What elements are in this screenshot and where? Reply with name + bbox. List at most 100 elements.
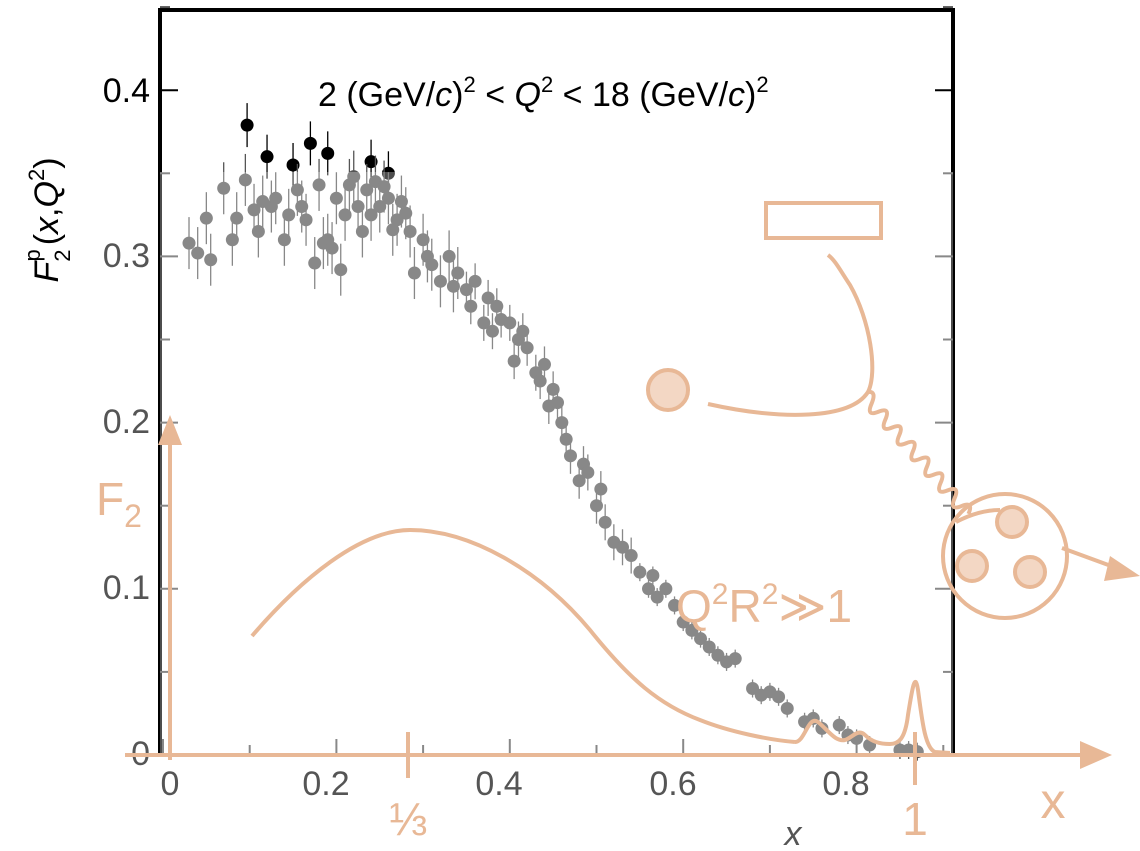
overlay-proton-circle	[941, 492, 1069, 620]
data-point	[490, 299, 504, 313]
overlay-condition-label: Q2R2≫1	[676, 578, 852, 632]
y-tick-label-0.1: 0.1	[103, 569, 150, 607]
data-point	[616, 540, 630, 554]
data-point	[598, 515, 612, 529]
x-tick-labels: 0 0.2 0.4 0.6 0.8	[161, 765, 870, 803]
data-point	[299, 213, 313, 227]
data-point	[182, 236, 196, 250]
y-tick-labels: 0.4 0.3 0.2 0.1 0	[103, 72, 150, 773]
overlay-quark-right	[1013, 555, 1047, 589]
data-point	[572, 474, 586, 488]
data-point	[325, 241, 339, 255]
data-point	[555, 416, 569, 430]
data-points	[182, 103, 924, 761]
data-point	[334, 263, 348, 277]
data-point	[303, 136, 317, 150]
data-point	[481, 291, 495, 305]
data-point	[308, 256, 322, 270]
data-point	[590, 499, 603, 513]
data-point	[646, 569, 660, 583]
overlay-one-third-label: ⅓	[389, 793, 427, 845]
data-point	[347, 170, 361, 184]
data-point	[204, 253, 218, 267]
data-point	[364, 155, 378, 169]
data-point	[225, 233, 239, 247]
data-point	[321, 146, 335, 160]
data-point	[694, 632, 708, 646]
data-point	[503, 316, 517, 330]
data-point	[217, 181, 231, 195]
data-point	[546, 382, 560, 396]
data-point	[668, 598, 682, 612]
data-point	[676, 615, 690, 629]
data-point	[286, 158, 300, 172]
data-point	[451, 266, 465, 280]
x-tick-label-0.8: 0.8	[822, 765, 869, 803]
data-point	[399, 206, 413, 220]
overlay-f2-arrow	[158, 415, 182, 445]
data-point	[642, 582, 656, 596]
data-point	[485, 324, 499, 338]
x-tick-label-0: 0	[161, 765, 180, 803]
x-axis-label: x	[783, 815, 803, 851]
data-point	[594, 482, 608, 496]
data-point	[191, 246, 205, 260]
data-point	[650, 590, 664, 604]
overlay-labels: F2 x ⅓ 1 Q2R2≫1	[96, 473, 1066, 845]
data-point	[728, 652, 742, 666]
overlay-x-arrow	[1080, 741, 1112, 769]
data-point	[351, 200, 365, 214]
data-point	[251, 224, 265, 238]
data-point	[199, 211, 213, 225]
overlay-resonance-curve	[794, 680, 951, 755]
data-point	[780, 701, 794, 715]
overlay-photon-wave	[867, 389, 973, 515]
data-point	[633, 565, 647, 579]
data-point	[240, 118, 254, 132]
y-tick-label-0.2: 0.2	[103, 403, 150, 441]
data-point	[407, 266, 421, 280]
overlay-electron-circle	[646, 368, 690, 412]
data-point	[468, 274, 482, 288]
overlay-panel	[160, 172, 953, 755]
data-point	[516, 324, 530, 338]
data-point	[624, 549, 638, 563]
data-point	[282, 208, 296, 222]
data-point	[247, 203, 261, 217]
y-tick-label-0.3: 0.3	[103, 237, 150, 275]
data-point	[442, 249, 456, 263]
overlay-scattered-line	[955, 508, 1001, 524]
data-point	[459, 283, 473, 297]
data-point	[381, 191, 395, 205]
overlay-f2-curve	[250, 527, 796, 744]
data-point	[507, 354, 521, 368]
data-point	[403, 224, 417, 238]
overlay-f2-label: F2	[96, 473, 142, 534]
overlay-scattering-box	[764, 201, 883, 240]
data-point	[260, 150, 274, 164]
data-point	[559, 432, 573, 446]
data-point	[238, 173, 252, 187]
overlay-outgoing-arrow	[1104, 556, 1140, 581]
data-point	[832, 718, 846, 732]
data-point	[295, 200, 309, 214]
data-point	[425, 258, 439, 272]
data-point	[329, 191, 343, 205]
data-point	[312, 178, 326, 192]
data-point	[394, 195, 408, 209]
data-point	[433, 274, 447, 288]
data-point	[277, 233, 291, 247]
data-point	[290, 183, 304, 197]
overlay-quark-top	[995, 505, 1029, 539]
data-point	[772, 690, 786, 704]
data-point	[685, 623, 699, 637]
data-point	[477, 316, 491, 330]
data-point	[269, 191, 283, 205]
chart-title: 2 (GeV/c)2 < Q2 < 18 (GeV/c)2	[318, 72, 769, 114]
data-point	[386, 223, 400, 237]
data-point	[355, 224, 369, 238]
data-point	[464, 299, 478, 313]
data-point	[563, 449, 577, 463]
schematic-overlay	[125, 201, 1140, 785]
